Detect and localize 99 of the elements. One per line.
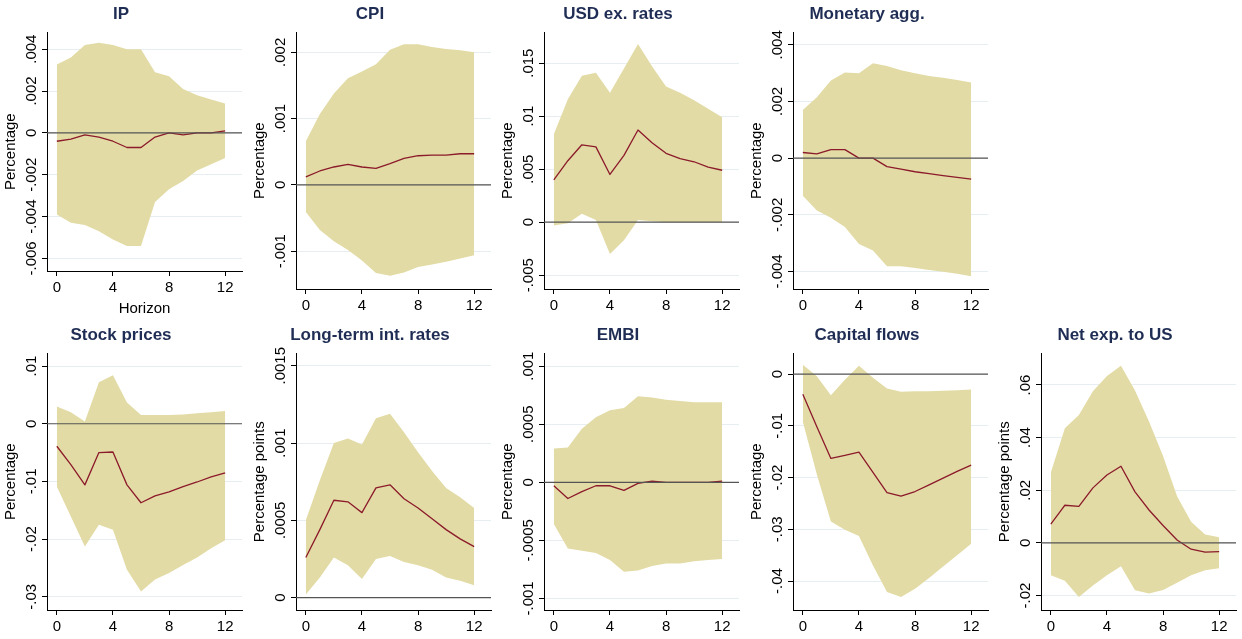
y-tick-label: 0 [270, 593, 288, 602]
x-tick-label: 12 [216, 278, 234, 296]
y-tick-label: 0 [519, 478, 537, 487]
x-tick-label: 8 [413, 617, 422, 635]
x-tick-label: 12 [216, 617, 234, 635]
chart-title: Capital flows [814, 324, 919, 344]
y-tick-label: 0 [767, 153, 785, 163]
chart-title: Long-term int. rates [289, 324, 450, 344]
x-tick-label: 4 [108, 617, 118, 635]
y-tick-label: 0 [22, 419, 40, 428]
y-axis-title: Percentage [1, 443, 19, 521]
x-tick-label: 0 [798, 296, 807, 314]
chart-title: Net exp. to US [1057, 324, 1173, 344]
x-tick-label: 4 [605, 617, 615, 635]
x-tick-label: 4 [854, 617, 863, 635]
y-tick-label: -.01 [767, 412, 785, 439]
y-tick-label: .01 [519, 105, 537, 127]
y-tick-label: -.005 [519, 258, 537, 293]
x-tick-label: 4 [605, 296, 615, 314]
y-tick-label: -.01 [22, 468, 40, 495]
y-tick-label: .06 [1016, 374, 1034, 396]
y-tick-label: .002 [270, 37, 288, 67]
x-tick-label: 8 [910, 296, 919, 314]
y-tick-label: .002 [22, 76, 40, 106]
y-tick-label: 0 [270, 180, 288, 190]
y-tick-label: -.001 [270, 234, 288, 269]
y-tick-label: -.02 [1016, 582, 1034, 609]
chart-title: CPI [355, 3, 384, 23]
x-tick-label: 8 [910, 617, 919, 635]
x-tick-label: 0 [52, 617, 61, 635]
x-tick-label: 0 [301, 296, 310, 314]
y-tick-label: -.002 [767, 197, 785, 232]
y-tick-label: -.03 [22, 583, 40, 610]
y-tick-label: .01 [22, 355, 40, 377]
y-axis-title: Percentage points [249, 421, 267, 543]
x-tick-label: 0 [798, 617, 807, 635]
x-tick-label: 8 [1158, 617, 1168, 635]
chart-title: Stock prices [70, 324, 172, 344]
y-axis-title: Percentage [249, 122, 267, 200]
chart-title: EMBI [596, 324, 640, 344]
y-tick-label: .0005 [270, 501, 288, 540]
y-tick-label: 0 [1016, 538, 1034, 548]
y-axis-title: Percentage [746, 122, 764, 200]
chart-title: USD ex. rates [563, 3, 673, 23]
y-tick-label: 0 [519, 218, 537, 227]
y-tick-label: -.001 [519, 581, 537, 616]
x-tick-label: 4 [854, 296, 863, 314]
y-tick-label: .004 [767, 30, 785, 60]
y-tick-label: .04 [1016, 427, 1034, 449]
chart-title: Monetary agg. [808, 3, 925, 23]
x-tick-label: 8 [661, 617, 671, 635]
y-tick-label: -.0005 [519, 519, 537, 562]
y-tick-label: 0 [22, 128, 40, 138]
x-tick-label: 12 [1210, 617, 1228, 635]
x-tick-label: 4 [357, 617, 366, 635]
x-tick-label: 12 [962, 617, 980, 635]
x-tick-label: 0 [1046, 617, 1055, 635]
y-axis-title: Percentage [746, 443, 764, 521]
x-tick-label: 0 [301, 617, 310, 635]
y-tick-label: -.02 [767, 464, 785, 491]
y-tick-label: .0015 [270, 346, 288, 385]
y-tick-label: -.006 [22, 241, 40, 276]
y-axis-title: Percentage [498, 443, 516, 521]
y-tick-label: -.004 [767, 254, 785, 289]
x-tick-label: 12 [465, 617, 483, 635]
y-tick-label: -.04 [767, 568, 785, 594]
x-tick-label: 12 [465, 296, 483, 314]
x-tick-label: 0 [549, 296, 558, 314]
y-tick-label: -.002 [22, 157, 40, 192]
y-tick-label: -.02 [22, 526, 40, 552]
y-tick-label: -.004 [22, 199, 40, 234]
x-tick-label: 4 [357, 296, 366, 314]
x-tick-label: 8 [164, 617, 174, 635]
y-tick-label: .001 [270, 103, 288, 134]
x-tick-label: 12 [962, 296, 980, 314]
y-axis-title: Percentage [1, 113, 19, 191]
x-tick-label: 0 [549, 617, 558, 635]
y-tick-label: .005 [519, 154, 537, 184]
y-tick-label: .004 [22, 34, 40, 64]
y-tick-label: .02 [1016, 479, 1034, 501]
y-axis-title: Percentage points [995, 421, 1013, 543]
y-tick-label: -.03 [767, 516, 785, 543]
x-tick-label: 12 [713, 617, 731, 635]
x-tick-label: 12 [713, 296, 731, 314]
x-tick-label: 0 [52, 278, 61, 296]
x-tick-label: 4 [108, 278, 118, 296]
y-tick-label: .002 [767, 86, 785, 117]
x-tick-label: 8 [661, 296, 671, 314]
x-axis-title: Horizon [118, 299, 171, 317]
x-tick-label: 8 [413, 296, 422, 314]
y-tick-label: .001 [519, 351, 537, 381]
y-axis-title: Percentage [498, 122, 516, 200]
chart-title: IP [112, 3, 130, 23]
y-tick-label: .015 [519, 48, 537, 78]
y-tick-label: 0 [767, 369, 785, 379]
x-tick-label: 8 [164, 278, 174, 296]
x-tick-label: 4 [1102, 617, 1112, 635]
y-tick-label: .001 [270, 428, 288, 458]
y-tick-label: .0005 [519, 405, 537, 443]
